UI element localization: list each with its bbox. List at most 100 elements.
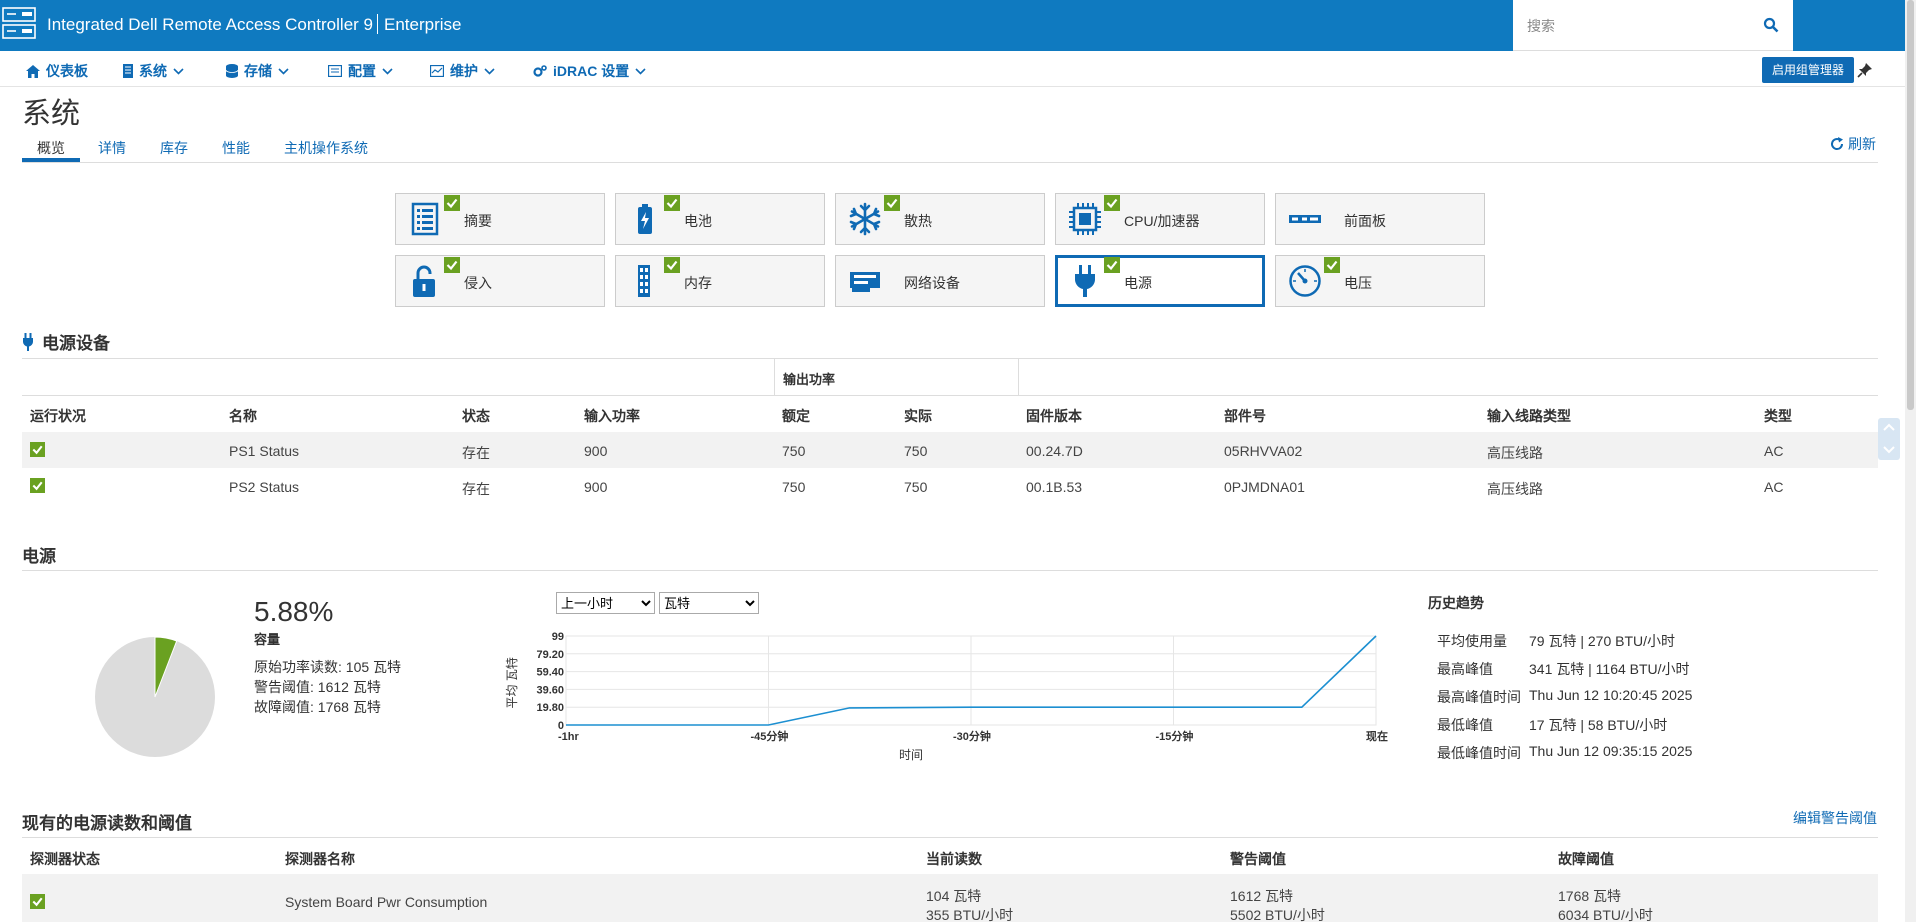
tile-network-devices[interactable]: 网络设备 [835,255,1045,307]
table-row: PS1 Status 存在 900 750 750 00.24.7D 05RHV… [22,432,1878,468]
history-key: 平均使用量 [1437,633,1507,649]
tile-label: 内存 [684,275,712,291]
nav-dashboard[interactable]: 仪表板 [26,61,88,81]
psu-type: AC [1764,479,1784,495]
active-tab-indicator [22,158,80,162]
memory-icon [638,265,650,297]
refresh-icon [1831,137,1844,150]
psu-firmware: 00.1B.53 [1026,479,1083,495]
chevron-down-icon [173,67,184,75]
search-icon[interactable] [1763,17,1779,33]
tile-cpu[interactable]: CPU/加速器 [1055,193,1265,245]
chevron-down-icon [484,67,495,75]
nav-system[interactable]: 系统 [123,61,184,81]
col-health: 运行状况 [30,408,86,424]
page-title: 系统 [22,98,81,130]
probe-name: System Board Pwr Consumption [285,894,488,910]
tab-host-os[interactable]: 主机操作系统 [284,140,368,156]
tab-performance[interactable]: 性能 [222,140,250,156]
nav-idrac-settings-label: iDRAC 设置 [553,63,630,79]
sensors-section-label: 现有的电源读数和阈值 [22,814,192,833]
battery-icon [638,204,652,234]
database-icon [226,64,238,78]
tile-label: 侵入 [464,275,492,291]
search-box [1513,0,1793,51]
scroll-up-down-button[interactable] [1878,418,1900,460]
history-value: Thu Jun 12 10:20:45 2025 [1529,687,1693,703]
tile-summary[interactable]: 摘要 [395,193,605,245]
table-row: PS2 Status 存在 900 750 750 00.1B.53 0PJMD… [22,468,1878,504]
config-icon [328,65,342,77]
history-value: Thu Jun 12 09:35:15 2025 [1529,743,1693,759]
pin-icon[interactable] [1857,62,1873,78]
sensors-section-title: 现有的电源读数和阈值 [22,809,192,834]
failure-threshold: 故障阈值: 1768 瓦特 [254,699,381,715]
unit-select[interactable]: 瓦特 [659,592,759,614]
chart-y-tick-label: 19.80 [536,702,564,714]
col-failure-threshold: 故障阈值 [1558,851,1614,867]
chevron-up-icon [1883,423,1895,431]
psu-line-type: 高压线路 [1487,481,1543,497]
check-icon [664,195,680,211]
tab-inventory[interactable]: 库存 [160,140,188,156]
summary-icon [411,202,439,236]
pie-used-slice [154,636,178,698]
history-value: 341 瓦特 | 1164 BTU/小时 [1529,661,1690,677]
history-key: 最低峰值时间 [1437,745,1521,761]
tab-details[interactable]: 详情 [98,140,126,156]
chart-x-tick-label: -45分钟 [751,729,789,743]
edit-warning-thresholds-link[interactable]: 编辑警告阈值 [1793,810,1877,826]
plug-icon [23,332,33,351]
col-line-type: 输入线路类型 [1487,408,1571,424]
history-key: 最高峰值 [1437,661,1493,677]
col-rated: 额定 [782,408,810,424]
enable-group-manager-button[interactable]: 启用组管理器 [1762,57,1855,83]
tile-memory[interactable]: 内存 [615,255,825,307]
vertical-scrollbar[interactable] [1905,0,1916,922]
output-power-header: 输出功率 [783,372,836,387]
nav-maintenance[interactable]: 维护 [430,61,495,81]
tile-label: 网络设备 [904,275,960,291]
check-icon [1324,257,1340,273]
tile-intrusion[interactable]: 侵入 [395,255,605,307]
col-probe-name: 探测器名称 [285,851,355,867]
psu-name: PS1 Status [229,443,300,459]
capacity-percent: 5.88% [254,596,334,627]
check-icon [664,257,680,273]
nav-configuration[interactable]: 配置 [328,61,393,81]
nav-storage-label: 存储 [244,63,272,79]
nav-configuration-label: 配置 [348,63,376,79]
tile-battery[interactable]: 电池 [615,193,825,245]
refresh-button[interactable]: 刷新 [1830,134,1876,154]
tile-voltage[interactable]: 电压 [1275,255,1485,307]
search-input[interactable] [1527,16,1747,36]
divider [22,358,1878,359]
tile-power[interactable]: 电源 [1055,255,1265,307]
raw-power-reading: 原始功率读数: 105 瓦特 [254,659,402,675]
chart-x-label: 时间 [899,748,923,762]
capacity-label: 容量 [254,632,281,647]
psu-rated: 750 [782,443,806,459]
scrollbar-thumb[interactable] [1907,0,1914,410]
tile-front-panel[interactable]: 前面板 [1275,193,1485,245]
capacity-pie-chart [95,636,215,757]
table-row: System Board Pwr Consumption 104 瓦特 355 … [22,874,1878,922]
tile-cooling[interactable]: 散热 [835,193,1045,245]
check-icon [30,478,45,493]
nav-storage[interactable]: 存储 [226,61,289,81]
power-section-label: 电源 [22,547,56,566]
chart-y-tick-label: 59.40 [536,667,564,679]
chart-x-tick-label: 现在 [1366,729,1388,743]
tile-label: CPU/加速器 [1124,213,1200,229]
nav-idrac-settings[interactable]: iDRAC 设置 [533,61,646,81]
tile-label: 电压 [1344,275,1372,291]
history-value: 79 瓦特 | 270 BTU/小时 [1529,633,1676,649]
chart-x-tick-label: -1hr [558,731,580,743]
home-icon [26,64,40,78]
tab-overview[interactable]: 概览 [37,140,65,156]
time-range-select[interactable]: 上一小时 [556,592,655,614]
psu-input-power: 900 [584,443,608,459]
tile-label: 前面板 [1344,213,1386,229]
